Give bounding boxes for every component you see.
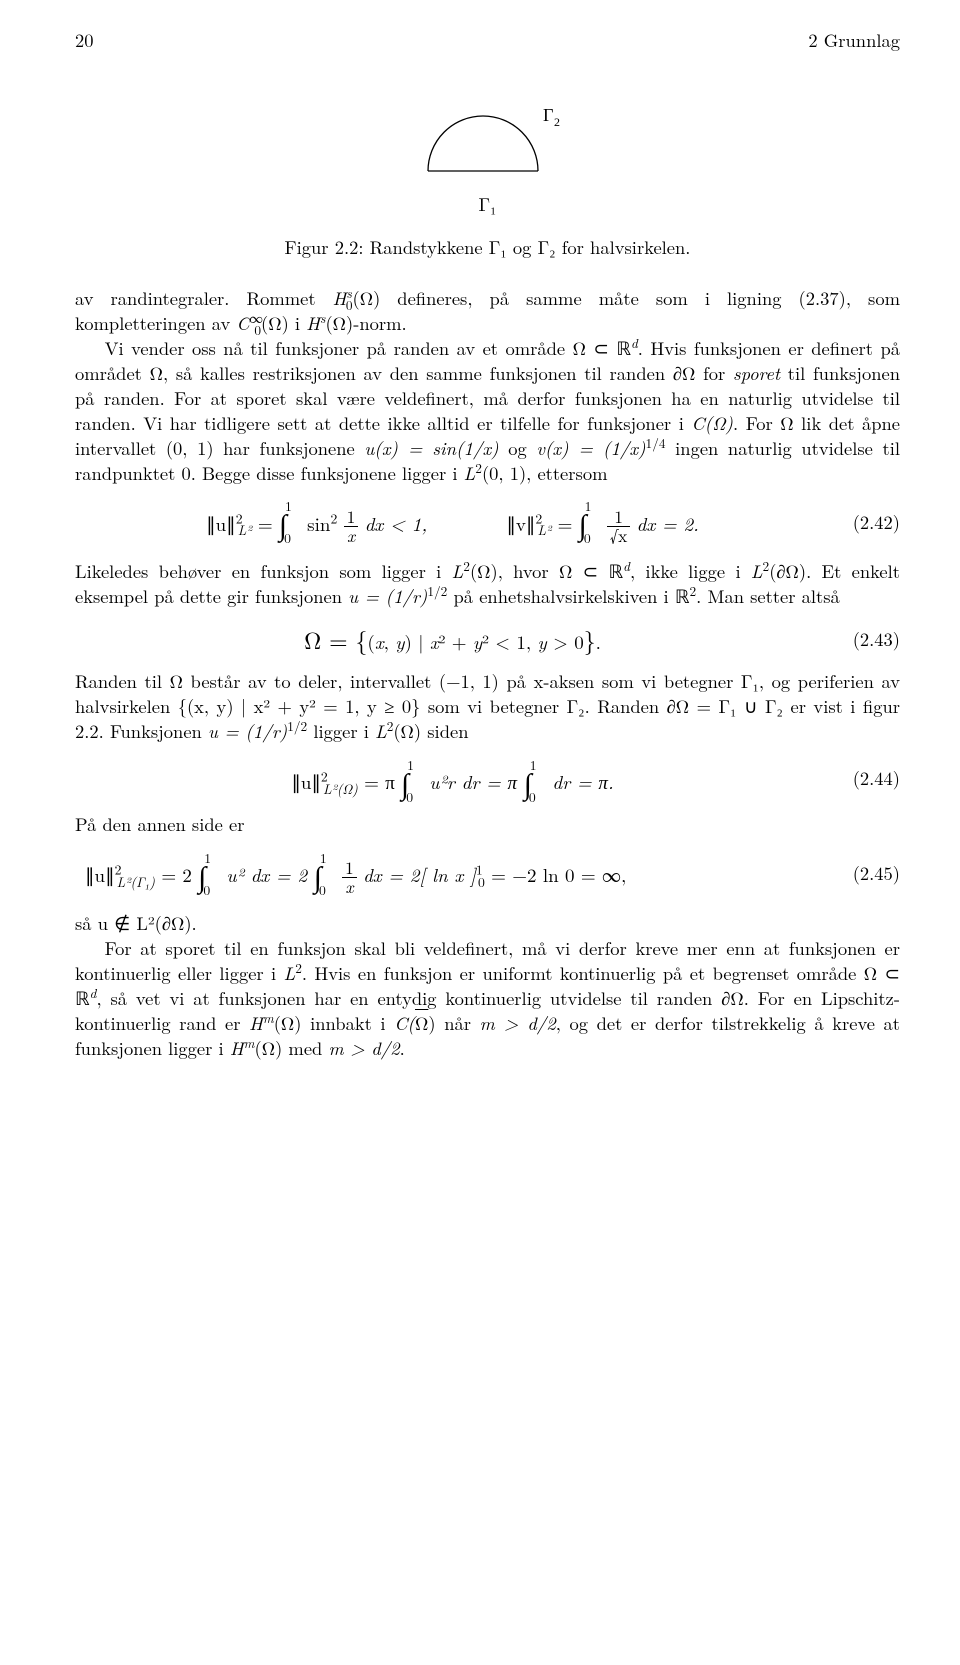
paragraph-1: av randintegraler. Rommet Hs0(Ω) definer… <box>75 286 900 336</box>
gamma1-label: Γ₁ <box>75 192 900 217</box>
chapter-label: 2 Grunnlag <box>808 28 900 53</box>
paragraph-2: Vi vender oss nå til funksjoner på rande… <box>75 336 900 486</box>
eq-number: (2.45) <box>830 861 900 886</box>
paragraph-7: For at sporet til en funksjon skal bli v… <box>75 936 900 1061</box>
svg-text:2: 2 <box>554 115 560 129</box>
paragraph-4: Randen til Ω består av to deler, interva… <box>75 669 900 744</box>
paragraph-6: så u ∉ L²(∂Ω). <box>75 911 900 936</box>
gamma2-label: Γ <box>543 105 553 125</box>
paragraph-5: På den annen side er <box>75 812 900 837</box>
equation-2-42: ∥u∥2L² = ∫01 sin2 1x dx < 1, ∥v∥2L² = ∫0… <box>75 500 900 546</box>
eq-number: (2.43) <box>830 627 900 652</box>
eq-number: (2.44) <box>830 766 900 791</box>
equation-2-43: Ω = {(x, y) | x² + y² < 1, y > 0}. (2.43… <box>75 623 900 655</box>
figure-caption: Figur 2.2: Randstykkene Γ₁ og Γ₂ for hal… <box>75 235 900 260</box>
page-number: 20 <box>75 28 94 53</box>
figure-2-2: Γ 2 Γ₁ Figur 2.2: Randstykkene Γ₁ og Γ₂ … <box>75 93 900 260</box>
equation-2-45: ∥u∥2L²(Γ₁) = 2 ∫01 u² dx = 2 ∫01 1x dx =… <box>75 851 900 897</box>
eq-number: (2.42) <box>830 510 900 535</box>
page-header: 20 2 Grunnlag <box>75 28 900 53</box>
equation-2-44: ∥u∥2L²(Ω) = π ∫01 u²r dr = π ∫01 dr = π.… <box>75 758 900 798</box>
halfcircle-diagram: Γ 2 <box>403 93 573 188</box>
paragraph-3: Likeledes behøver en funksjon som ligger… <box>75 559 900 609</box>
